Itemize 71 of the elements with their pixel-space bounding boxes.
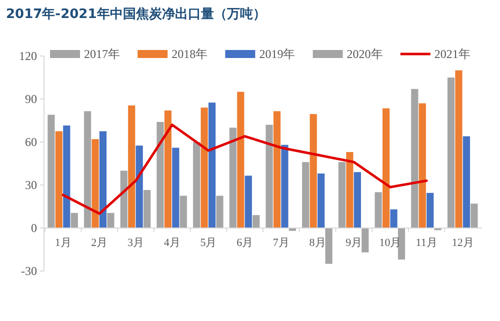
bar xyxy=(92,139,99,228)
bar xyxy=(229,128,236,228)
bar xyxy=(200,108,208,228)
x-tick-label: 3月 xyxy=(128,237,144,249)
y-tick-label: 0 xyxy=(31,221,37,236)
chart-title: 2017年-2021年中国焦炭净出口量（万吨） xyxy=(6,7,266,22)
bar xyxy=(55,131,62,228)
bar xyxy=(63,126,70,228)
bar xyxy=(216,196,224,228)
bar xyxy=(411,88,418,228)
bar xyxy=(273,111,281,228)
x-tick-label: 7月 xyxy=(272,237,290,249)
bar xyxy=(447,78,455,228)
bar xyxy=(390,209,398,228)
y-tick-label: 120 xyxy=(19,49,37,64)
bar xyxy=(208,102,216,228)
bar xyxy=(84,111,92,228)
bar xyxy=(48,114,55,228)
bar xyxy=(136,146,143,228)
bar xyxy=(180,196,187,228)
bar xyxy=(244,176,252,228)
bar xyxy=(156,122,164,228)
x-tick-label: 2月 xyxy=(91,237,108,249)
bar xyxy=(99,131,107,228)
bar xyxy=(462,136,470,228)
x-tick-label: 10月 xyxy=(379,237,402,249)
bar xyxy=(266,124,273,228)
bar xyxy=(470,204,478,228)
bar xyxy=(302,162,310,228)
x-tick-label: 5月 xyxy=(200,237,217,249)
legend-label: 2019年 xyxy=(259,47,296,62)
bar xyxy=(455,70,462,228)
bar xyxy=(281,144,288,228)
x-tick-label: 6月 xyxy=(236,237,254,249)
bar xyxy=(346,152,354,228)
bar xyxy=(426,192,434,228)
bar xyxy=(418,103,426,228)
y-tick-label: 30 xyxy=(25,178,37,192)
bar xyxy=(398,228,406,260)
bar xyxy=(362,228,369,252)
y-tick-label: -30 xyxy=(21,264,37,278)
bar xyxy=(338,162,346,228)
y-tick-label: 90 xyxy=(25,92,37,106)
line-series xyxy=(62,124,428,215)
bar xyxy=(325,228,332,264)
bar xyxy=(144,190,151,228)
bar xyxy=(237,92,244,228)
bar xyxy=(172,148,180,228)
x-tick-label: 11月 xyxy=(416,237,438,249)
legend-label: 2018年 xyxy=(172,47,208,62)
bar xyxy=(128,105,136,228)
bar xyxy=(382,108,390,228)
x-tick-label: 12月 xyxy=(452,237,474,249)
y-tick-label: 60 xyxy=(25,135,37,150)
legend-label: 2021年 xyxy=(434,47,470,62)
x-tick-label: 1月 xyxy=(54,237,72,249)
bar xyxy=(374,192,382,228)
bar xyxy=(107,212,114,228)
legend-label: 2017年 xyxy=(84,47,120,62)
bar xyxy=(310,114,317,228)
x-tick-label: 4月 xyxy=(164,237,180,249)
bar xyxy=(70,212,78,228)
bar xyxy=(354,172,361,228)
legend-label: 2020年 xyxy=(346,47,383,62)
x-tick-label: 9月 xyxy=(346,237,362,249)
bar xyxy=(164,110,172,228)
bar xyxy=(193,142,200,228)
bar xyxy=(252,215,260,228)
bar xyxy=(120,170,128,228)
bar xyxy=(318,174,325,228)
x-tick-label: 8月 xyxy=(309,237,326,249)
